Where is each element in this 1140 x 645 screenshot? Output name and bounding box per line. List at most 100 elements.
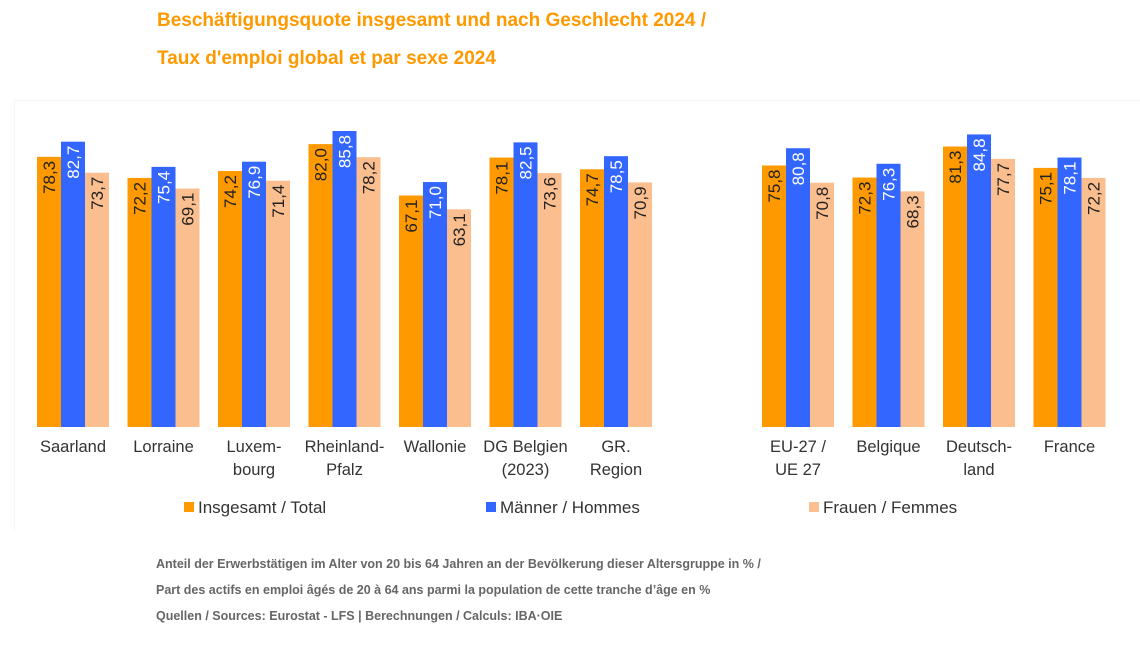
category-label: Region <box>590 461 642 479</box>
bar <box>580 169 604 427</box>
bar <box>852 177 877 427</box>
data-label: 74,7 <box>583 173 602 206</box>
data-label: 68,3 <box>904 195 923 228</box>
bar-group: 78,3 82,7 73,7 Saarland <box>37 141 109 456</box>
category-label: Wallonie <box>404 438 467 456</box>
data-label: 84,8 <box>970 138 989 171</box>
data-label: 72,3 <box>856 182 875 215</box>
data-label: 76,9 <box>245 166 264 199</box>
bar-group: 78,1 82,5 73,6 DG Belgien (2023) <box>483 142 568 479</box>
legend-item: Insgesamt / Total <box>184 498 326 517</box>
category-label: Belgique <box>856 438 920 456</box>
bar-group: 74,2 76,9 71,4 Luxem-bourg <box>218 161 290 479</box>
bar <box>1081 177 1106 427</box>
category-label: France <box>1044 438 1095 456</box>
bar <box>786 148 810 428</box>
data-label: 71,0 <box>426 186 445 219</box>
bar <box>876 163 901 427</box>
data-label: 81,3 <box>946 151 965 184</box>
category-label: GR. <box>601 438 630 456</box>
bar <box>762 165 786 428</box>
bar <box>399 195 423 427</box>
data-label: 82,5 <box>517 146 536 179</box>
category-label: Rheinland- <box>305 438 385 456</box>
chart-title: Beschäftigungsquote insgesamt und nach G… <box>157 10 707 31</box>
bar <box>356 157 381 427</box>
bar <box>151 166 176 427</box>
legend-item: Frauen / Femmes <box>809 498 957 517</box>
footnote-definition-fr: Part des actifs en emploi âgés de 20 à 6… <box>156 583 711 597</box>
chart-subtitle: Taux d'emploi global et par sexe 2024 <box>157 48 496 69</box>
data-label: 73,7 <box>88 177 107 210</box>
bar <box>423 182 447 427</box>
bar <box>242 161 266 427</box>
footnote-sources: Quellen / Sources: Eurostat - LFS | Bere… <box>156 609 563 623</box>
bar <box>332 130 357 428</box>
legend-item: Männer / Hommes <box>486 498 640 517</box>
category-label: DG Belgien <box>483 438 567 456</box>
bar <box>967 134 991 427</box>
legend-label: Frauen / Femmes <box>823 498 957 517</box>
bar-chart: 78,3 82,7 73,7 Saarland 72,2 75,4 69,1 Lorraine… <box>37 130 1106 517</box>
bar <box>1057 157 1082 427</box>
bar <box>127 177 152 427</box>
data-label: 77,7 <box>994 163 1013 196</box>
data-label: 70,8 <box>813 187 832 220</box>
category-label: bourg <box>233 461 275 479</box>
data-label: 78,5 <box>607 160 626 193</box>
data-label: 82,0 <box>312 148 331 181</box>
data-label: 75,8 <box>765 169 784 202</box>
category-label: Deutsch- <box>946 438 1012 456</box>
data-label: 72,2 <box>131 182 150 215</box>
data-label: 75,4 <box>155 171 174 204</box>
bar <box>37 156 61 428</box>
bar <box>537 173 562 427</box>
category-label: Luxem- <box>226 438 281 456</box>
data-label: 67,1 <box>402 200 421 233</box>
bar-group: 72,2 75,4 69,1 Lorraine <box>127 166 200 456</box>
bar <box>85 172 109 427</box>
data-label: 74,2 <box>221 175 240 208</box>
data-label: 69,1 <box>179 193 198 226</box>
bar <box>61 141 85 427</box>
data-label: 78,3 <box>40 161 59 194</box>
bar <box>266 180 290 427</box>
bar <box>447 209 471 427</box>
bar-group: 81,3 84,8 77,7 Deutsch-land <box>943 134 1015 479</box>
category-label: Saarland <box>40 438 106 456</box>
data-label: 78,2 <box>360 161 379 194</box>
category-label: (2023) <box>502 461 550 479</box>
legend-label: Insgesamt / Total <box>198 498 326 517</box>
category-label: Pfalz <box>326 461 363 479</box>
data-label: 75,1 <box>1037 172 1056 205</box>
data-label: 78,1 <box>493 162 512 195</box>
bar <box>943 146 967 427</box>
bar-group: 75,1 78,1 72,2 France <box>1033 157 1106 456</box>
bar <box>1033 167 1058 427</box>
bar <box>489 157 514 427</box>
footnote-definition-de: Anteil der Erwerbstätigen im Alter von 2… <box>156 557 761 571</box>
category-label: UE 27 <box>775 461 821 479</box>
data-label: 63,1 <box>450 213 469 246</box>
bar <box>513 142 538 427</box>
data-label: 71,4 <box>269 185 288 218</box>
bar-group: 74,7 78,5 70,9 GR. Region <box>580 156 652 479</box>
bar <box>628 182 652 427</box>
data-label: 76,3 <box>880 168 899 201</box>
bar <box>218 171 242 427</box>
bar-group: 72,3 76,3 68,3 Belgique <box>852 163 925 456</box>
data-label: 73,6 <box>541 177 560 210</box>
legend-swatch <box>184 502 194 512</box>
legend-label: Männer / Hommes <box>500 498 640 517</box>
data-label: 82,7 <box>64 146 83 179</box>
data-label: 78,1 <box>1061 162 1080 195</box>
bar <box>175 188 200 427</box>
bar-group: 67,1 71,0 63,1 Wallonie <box>399 182 471 456</box>
bar-group: 75,8 80,8 70,8 EU-27 / UE 27 <box>762 148 834 479</box>
bar <box>900 191 925 427</box>
legend-swatch <box>486 502 496 512</box>
legend-swatch <box>809 502 819 512</box>
data-label: 72,2 <box>1085 182 1104 215</box>
data-label: 85,8 <box>336 135 355 168</box>
bar <box>991 158 1015 427</box>
